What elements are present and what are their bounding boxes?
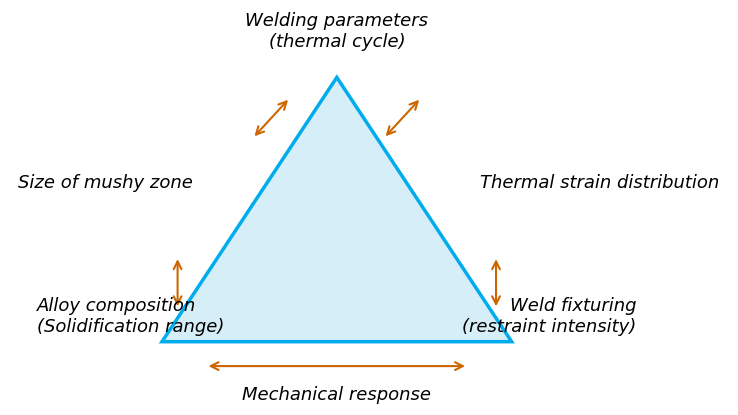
Polygon shape <box>162 77 511 342</box>
Text: Welding parameters
(thermal cycle): Welding parameters (thermal cycle) <box>245 12 428 51</box>
Text: Thermal strain distribution: Thermal strain distribution <box>480 174 720 192</box>
Text: Alloy composition
(Solidification range): Alloy composition (Solidification range) <box>37 297 224 336</box>
Text: Mechanical response: Mechanical response <box>242 386 431 403</box>
Text: Size of mushy zone: Size of mushy zone <box>18 174 193 192</box>
Text: Weld fixturing
(restraint intensity): Weld fixturing (restraint intensity) <box>462 297 636 336</box>
